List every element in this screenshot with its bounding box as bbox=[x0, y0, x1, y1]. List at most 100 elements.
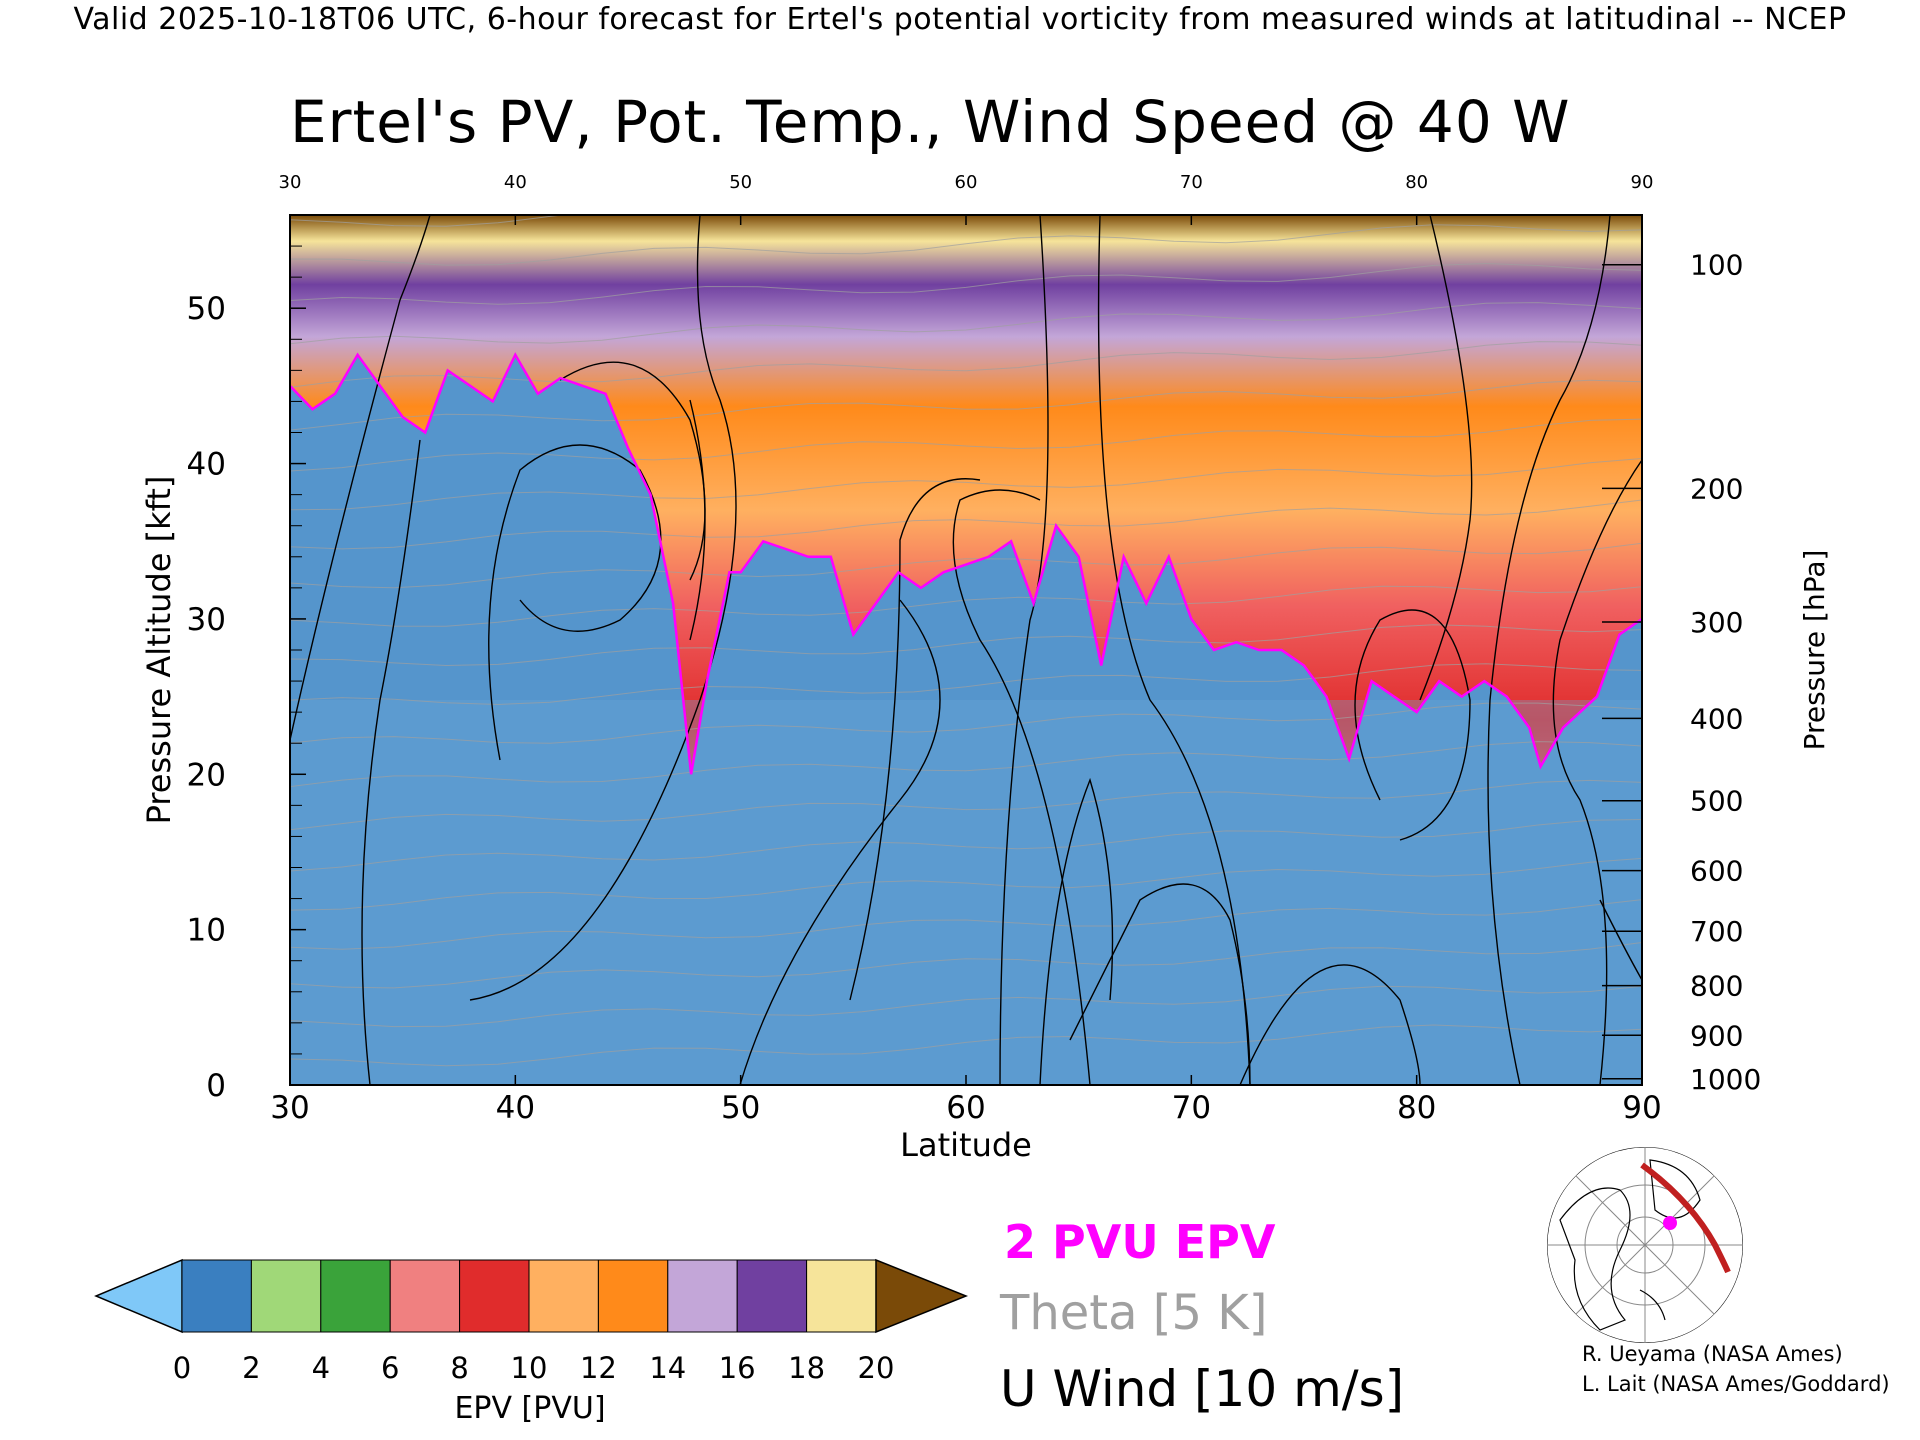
colorbar-tick-label: 10 bbox=[511, 1351, 548, 1385]
theta-line bbox=[290, 224, 1642, 266]
legend-theta: Theta [5 K] bbox=[1000, 1285, 1268, 1341]
theta-line bbox=[290, 899, 1642, 950]
pressure-tick-label: 700 bbox=[1690, 915, 1743, 948]
wind-contour bbox=[559, 361, 706, 581]
colorbar-label: EPV [PVU] bbox=[454, 1391, 605, 1426]
colorbar-segment bbox=[806, 1259, 877, 1333]
pv-2pvu-contour bbox=[290, 352, 1642, 775]
wind-contour bbox=[1039, 777, 1114, 1085]
wind-contour bbox=[689, 399, 706, 641]
x-axis-top: 30 40 50 60 70 80 90 bbox=[279, 172, 1653, 225]
theta-line bbox=[290, 942, 1642, 989]
x-top-tick-label: 50 bbox=[729, 172, 752, 193]
colorbar-low-arrow bbox=[94, 1258, 183, 1334]
colorbar-segment bbox=[320, 1259, 391, 1333]
y-tick-label: 30 bbox=[187, 602, 226, 638]
colorbar-segment bbox=[736, 1259, 808, 1333]
top-caption: Valid 2025-10-18T06 UTC, 6-hour forecast… bbox=[73, 2, 1847, 37]
theta-line bbox=[290, 215, 825, 227]
pressure-tick-label: 200 bbox=[1690, 472, 1743, 505]
theta-line bbox=[290, 379, 1642, 431]
y-tick-label: 20 bbox=[187, 757, 226, 793]
colorbar-tick-label: 18 bbox=[788, 1351, 825, 1385]
wind-contour bbox=[469, 215, 737, 1001]
wind-contour bbox=[1419, 215, 1473, 701]
chart-title: Ertel's PV, Pot. Temp., Wind Speed @ 40 … bbox=[290, 88, 1571, 156]
colorbar-tick-label: 6 bbox=[381, 1351, 399, 1385]
y-tick-label: 50 bbox=[187, 291, 226, 327]
y-tick-label: 10 bbox=[187, 913, 226, 949]
pressure-tick-label: 500 bbox=[1690, 785, 1743, 818]
colorbar-segment bbox=[181, 1259, 252, 1333]
colorbar-tick-label: 20 bbox=[858, 1351, 895, 1385]
colorbar-tick-label: 16 bbox=[719, 1351, 756, 1385]
theta-line bbox=[290, 779, 1642, 831]
x-axis-label: Latitude bbox=[900, 1126, 1032, 1164]
legend-2pvu-epv: 2 PVU EPV bbox=[1004, 1215, 1276, 1269]
colorbar-segment bbox=[528, 1259, 599, 1333]
u-wind-contours bbox=[290, 215, 1642, 1085]
x-top-tick-label: 70 bbox=[1180, 172, 1203, 193]
colorbar: 0 2 4 6 8 10 12 14 16 18 20 bbox=[94, 1258, 969, 1385]
pressure-tick-label: 800 bbox=[1690, 970, 1743, 1003]
colorbar-tick-label: 0 bbox=[173, 1351, 191, 1385]
pressure-tick-label: 300 bbox=[1690, 606, 1743, 639]
theta-line bbox=[290, 624, 1642, 667]
y-tick-label: 40 bbox=[187, 447, 226, 483]
x-top-tick-label: 60 bbox=[955, 172, 978, 193]
theta-line bbox=[290, 302, 1642, 345]
credit-line-2: L. Lait (NASA Ames/Goddard) bbox=[1582, 1372, 1890, 1396]
theta-line bbox=[290, 741, 1642, 788]
theta-line bbox=[290, 542, 1642, 589]
plot-area bbox=[290, 215, 1642, 1085]
y-axis-label: Pressure Altitude [kft] bbox=[140, 476, 178, 825]
wind-contour bbox=[1354, 609, 1471, 841]
wind-contour bbox=[1552, 459, 1642, 1085]
theta-line bbox=[290, 341, 1642, 388]
wind-contour bbox=[1487, 215, 1611, 1085]
wind-contour bbox=[1599, 899, 1642, 981]
locator-map bbox=[1547, 1147, 1743, 1343]
x-tick-label: 70 bbox=[1172, 1090, 1211, 1126]
wind-contour bbox=[290, 215, 431, 741]
theta-line bbox=[290, 702, 1642, 745]
theta-line bbox=[290, 499, 1642, 550]
colorbar-tick-label: 14 bbox=[649, 1351, 686, 1385]
legend-u-wind: U Wind [10 m/s] bbox=[1000, 1360, 1405, 1418]
wind-contour bbox=[849, 478, 981, 1001]
cross-section-track bbox=[1640, 1162, 1731, 1274]
colorbar-segment bbox=[389, 1259, 461, 1333]
pv-lower-stratum bbox=[290, 354, 1642, 1085]
colorbar-tick-label: 12 bbox=[580, 1351, 617, 1385]
x-top-tick-label: 80 bbox=[1405, 172, 1428, 193]
colorbar-segment bbox=[667, 1259, 738, 1333]
pressure-tick-label: 400 bbox=[1690, 702, 1743, 735]
wind-contour bbox=[361, 439, 421, 1085]
pressure-tick-label: 600 bbox=[1690, 855, 1743, 888]
x-axis: 30 40 50 60 70 80 90 bbox=[270, 1075, 1662, 1126]
cross-section-start-dot bbox=[1663, 1216, 1677, 1230]
wind-contour bbox=[739, 599, 941, 1085]
theta-line bbox=[290, 985, 1642, 1028]
theta-line bbox=[290, 458, 1642, 511]
pressure-tick-label: 1000 bbox=[1690, 1063, 1761, 1096]
x-top-tick-label: 40 bbox=[504, 172, 527, 193]
pv-lowlevel-haze bbox=[290, 700, 1642, 1085]
wind-contour bbox=[952, 489, 1091, 1085]
colorbar-tick-label: 2 bbox=[242, 1351, 260, 1385]
pressure-tick-label: 100 bbox=[1690, 249, 1743, 282]
x-tick-label: 50 bbox=[721, 1090, 760, 1126]
x-tick-label: 80 bbox=[1397, 1090, 1436, 1126]
colorbar-tick-label: 8 bbox=[450, 1351, 468, 1385]
credit-line-1: R. Ueyama (NASA Ames) bbox=[1582, 1342, 1843, 1366]
x-tick-label: 90 bbox=[1622, 1090, 1661, 1126]
pressure-axis: 100 200 300 400 500 600 700 800 900 1000 bbox=[1602, 249, 1761, 1096]
x-tick-label: 40 bbox=[496, 1090, 535, 1126]
x-tick-label: 60 bbox=[946, 1090, 985, 1126]
pressure-tick-label: 900 bbox=[1690, 1019, 1743, 1052]
wind-contour bbox=[1097, 215, 1251, 1085]
colorbar-segment bbox=[597, 1259, 669, 1333]
theta-line bbox=[290, 857, 1642, 911]
theta-line bbox=[290, 585, 1642, 627]
